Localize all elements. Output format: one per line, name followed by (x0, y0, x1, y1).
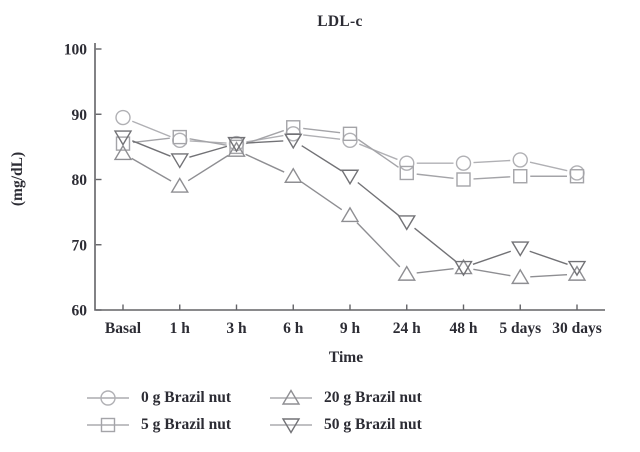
legend-item-50g: 50 g Brazil nut (268, 413, 422, 437)
series-line (187, 154, 229, 182)
circle-marker (115, 109, 131, 126)
series-line (301, 181, 343, 211)
y-axis-label: (mg/dL) (9, 152, 26, 206)
legend-item-20g: 20 g Brazil nut (268, 386, 422, 410)
triangle-down-marker (170, 153, 189, 169)
series-line (357, 181, 400, 217)
x-tick-label: Basal (105, 320, 142, 337)
square-marker (172, 129, 187, 145)
triangle-up-marker (227, 141, 246, 157)
series-line (303, 134, 341, 140)
y-tick-label: 70 (72, 237, 88, 254)
triangle-up-marker (567, 265, 587, 281)
square-marker (100, 417, 116, 433)
triangle-down-marker-icon (270, 418, 312, 434)
x-tick-label: 5 days (499, 320, 541, 337)
x-tick-label: 30 days (552, 320, 602, 337)
series-line (189, 145, 228, 158)
series-line (473, 176, 511, 180)
square-marker (399, 165, 414, 181)
series-line (189, 138, 227, 146)
data-series (113, 109, 587, 285)
circle-marker (172, 132, 188, 149)
series-line (416, 268, 454, 274)
triangle-up-marker (511, 268, 530, 285)
x-tick-label: 48 h (450, 320, 478, 337)
triangle-up-marker (284, 167, 303, 183)
triangle-up-marker (113, 144, 133, 161)
axes: 60 70 80 90 100 Basal 1 h 3 h 6 h 9 h 24 h 48 h 5 da… (64, 42, 605, 337)
x-axis-label: Time (329, 349, 363, 366)
square-marker (229, 139, 244, 155)
legend-item-5g: 5 g Brazil nut (85, 413, 231, 437)
series-line (414, 227, 457, 262)
triangle-up-marker (397, 265, 416, 281)
x-tick-label: 1 h (170, 320, 191, 337)
circle-marker (399, 155, 415, 171)
square-marker (513, 169, 528, 184)
square-marker-icon (87, 417, 129, 433)
legend: 0 g Brazil nut 5 g Brazil nut 20 g Brazi… (0, 380, 640, 452)
series-line (356, 222, 401, 268)
circle-marker-icon (87, 390, 129, 406)
series-line (529, 250, 568, 265)
triangle-down-marker (281, 418, 301, 434)
legend-label: 20 g Brazil nut (324, 389, 422, 406)
series-line (301, 145, 342, 172)
square-marker (342, 126, 358, 142)
triangle-up-marker (454, 258, 473, 275)
series-line (530, 273, 568, 278)
triangle-down-marker (454, 260, 473, 277)
x-tick-label: 6 h (283, 320, 304, 337)
x-tick-label: 3 h (226, 320, 247, 337)
plot-area: LDL-c Time (mg/dL) 60 70 80 90 100 Basal 1 h 3 … (9, 13, 605, 366)
series-line (473, 159, 511, 164)
axis-spine (94, 43, 605, 311)
series-line (357, 138, 399, 168)
triangle-down-marker (340, 169, 360, 186)
triangle-down-marker (113, 130, 133, 146)
triangle-down-marker (284, 133, 303, 150)
triangle-up-marker (170, 177, 189, 193)
legend-label: 50 g Brazil nut (324, 416, 422, 433)
series-line (245, 129, 285, 145)
x-tick-label: 9 h (340, 320, 361, 337)
triangle-down-marker (227, 136, 246, 153)
legend-label: 5 g Brazil nut (141, 416, 231, 433)
series-line (131, 157, 172, 182)
series-line (303, 127, 341, 134)
y-tick-label: 80 (72, 172, 88, 189)
series-line (416, 173, 454, 180)
triangle-up-marker (281, 389, 301, 405)
triangle-down-marker (511, 241, 530, 257)
triangle-down-marker (567, 260, 587, 277)
series-line (359, 143, 398, 161)
circle-marker (569, 165, 585, 181)
y-tick-label: 60 (72, 303, 88, 320)
triangle-up-marker (340, 206, 360, 223)
legend-label: 0 g Brazil nut (141, 389, 231, 406)
series-line (245, 153, 285, 173)
circle-marker (512, 152, 528, 168)
series-line (132, 140, 171, 157)
series-line (246, 140, 284, 144)
y-tick-label: 90 (72, 107, 88, 124)
square-marker (569, 169, 585, 184)
series-line (132, 137, 170, 144)
square-marker (456, 172, 471, 187)
square-marker (115, 136, 131, 151)
triangle-down-marker (397, 215, 416, 231)
series-line (529, 161, 568, 172)
y-tick-label: 100 (64, 42, 88, 59)
series-line (132, 120, 171, 138)
circle-marker (455, 155, 472, 171)
legend-item-0g: 0 g Brazil nut (85, 386, 231, 410)
series-line (472, 250, 512, 265)
series-line (473, 268, 511, 277)
chart-title: LDL-c (317, 13, 362, 30)
circle-marker (100, 390, 116, 406)
x-tick-label: 24 h (393, 320, 421, 337)
triangle-up-marker-icon (270, 389, 312, 405)
